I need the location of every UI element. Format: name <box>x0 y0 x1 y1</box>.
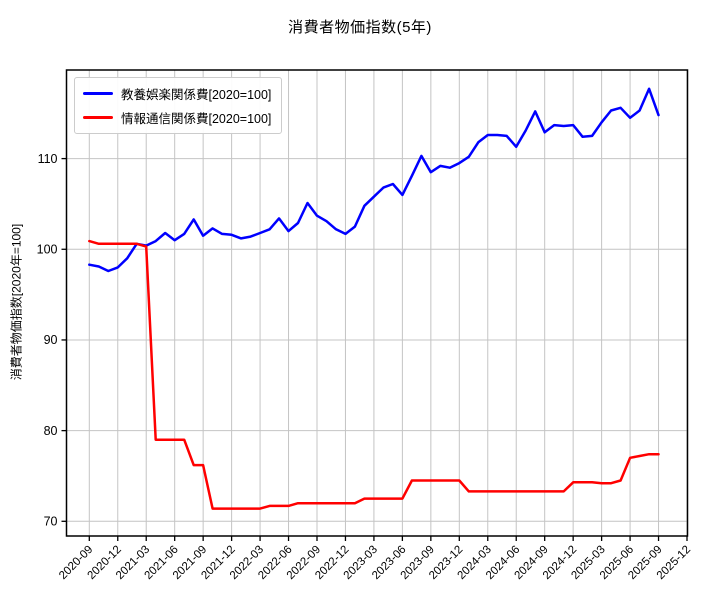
legend-item: 情報通信関係費[2020=100] <box>83 108 271 127</box>
series-line-1 <box>88 239 660 510</box>
y-tick-label: 80 <box>44 424 58 438</box>
legend-item: 教養娯楽関係費[2020=100] <box>83 84 271 103</box>
page-title: 消費者物価指数(5年) <box>288 19 432 36</box>
plot-border <box>65 69 689 537</box>
legend: 教養娯楽関係費[2020=100] 情報通信関係費[2020=100] <box>74 77 283 134</box>
legend-line-swatch-red <box>83 116 113 119</box>
legend-label: 教養娯楽関係費[2020=100] <box>121 88 272 102</box>
series-line-0 <box>88 87 660 273</box>
y-tick-label: 70 <box>44 515 58 529</box>
y-tick-label: 110 <box>38 152 58 166</box>
y-tick-label: 100 <box>37 242 58 256</box>
legend-line-swatch-blue <box>83 92 113 95</box>
y-tick-label: 90 <box>44 333 58 347</box>
legend-label: 情報通信関係費[2020=100] <box>121 112 272 126</box>
